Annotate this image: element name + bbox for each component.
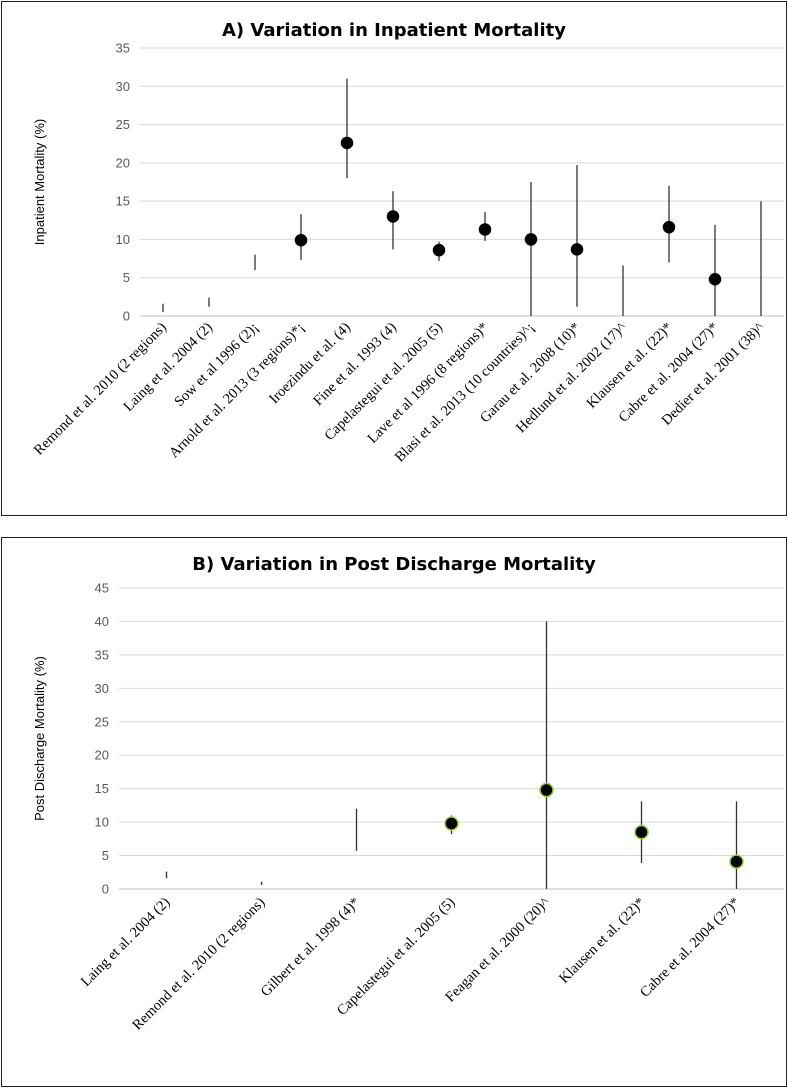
data-point	[708, 272, 722, 286]
y-tick-label: 40	[95, 614, 109, 629]
y-tick-label: 15	[116, 194, 130, 209]
data-point	[432, 243, 446, 257]
data-point	[340, 136, 354, 150]
y-tick-label: 20	[95, 748, 109, 763]
x-category-label: Klausen et al. (22)*	[584, 320, 676, 412]
x-category-label: Fine et al. 1993 (4)	[310, 319, 400, 409]
y-tick-label: 20	[116, 155, 130, 170]
data-point	[294, 233, 308, 247]
x-category-label: Feagan et al. 2000 (20)^	[442, 894, 553, 1005]
x-category-label: Sow et al 1996 (2)¡	[171, 320, 261, 410]
chart-title: B) Variation in Post Discharge Mortality	[192, 554, 596, 575]
y-tick-label: 5	[102, 848, 109, 863]
panel-b-post-discharge-mortality: B) Variation in Post Discharge Mortality…	[1, 537, 787, 1087]
y-tick-label: 45	[95, 581, 109, 596]
x-category-label: Laing et al. 2004 (2)	[78, 894, 173, 989]
y-axis-label: Inpatient Mortality (%)	[32, 119, 47, 245]
chart-title: A) Variation in Inpatient Mortality	[222, 20, 566, 41]
y-tick-label: 10	[95, 815, 109, 830]
y-tick-label: 30	[95, 681, 109, 696]
y-tick-label: 0	[123, 309, 130, 324]
y-tick-label: 5	[123, 270, 130, 285]
data-point	[570, 243, 584, 256]
y-tick-label: 35	[116, 41, 130, 56]
x-category-label: Klausen et al. (22)*	[556, 895, 648, 987]
data-point	[478, 223, 492, 236]
y-tick-label: 30	[116, 79, 130, 94]
y-axis-label: Post Discharge Mortality (%)	[32, 656, 47, 821]
y-tick-label: 25	[116, 117, 130, 132]
y-tick-label: 0	[102, 882, 109, 897]
data-point	[662, 220, 676, 234]
y-tick-label: 25	[95, 714, 109, 729]
x-category-label: Iroezindu et al. (4)	[266, 319, 354, 407]
x-category-label: Cabre et al. 2004 (27)*	[637, 895, 743, 1001]
y-tick-label: 35	[95, 647, 109, 662]
data-point	[524, 233, 538, 246]
data-point	[386, 210, 400, 223]
data-point	[729, 854, 744, 869]
y-tick-label: 10	[116, 232, 130, 247]
post-discharge-mortality-chart: 0 5 10 15 20 25 30 35 40 45 Post Discharge Mortali…	[32, 581, 784, 1033]
data-point	[444, 816, 459, 831]
y-tick-label: 15	[95, 781, 109, 796]
data-point	[539, 782, 554, 798]
data-point	[634, 824, 649, 840]
x-category-label: Gilbert et al. 1998 (4)*	[258, 895, 364, 1001]
panel-a-inpatient-mortality: A) Variation in Inpatient Mortality 0 5 10…	[1, 1, 787, 516]
